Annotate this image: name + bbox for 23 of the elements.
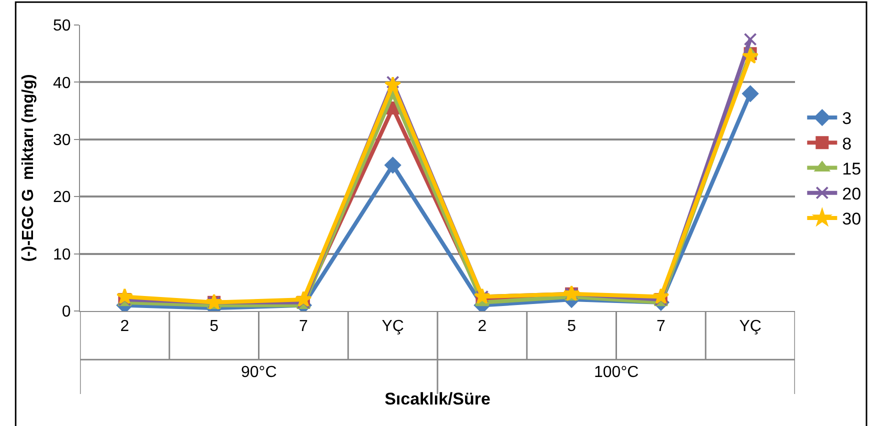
y-tick-label: 0 [62, 304, 71, 321]
text: 90°C [241, 364, 277, 381]
legend-label: 15 [842, 159, 862, 178]
y-axis-title: (-)-EGC G miktarı (mg/g) [20, 74, 37, 262]
y-tick-label: 30 [53, 132, 71, 149]
text: 100°C [594, 364, 639, 381]
x-tick-label: 2 [120, 318, 130, 336]
y-tick-label: 40 [53, 74, 71, 92]
x-tick-label: YÇ [382, 318, 404, 336]
y-tick-label: 50 [53, 18, 71, 35]
legend-label: 8 [842, 134, 852, 154]
legend-label: 20 [842, 184, 862, 204]
legend-label: 30 [842, 210, 862, 229]
x-tick-label: 2 [478, 318, 487, 336]
x-tick-label: YÇ [739, 318, 762, 336]
y-tick-label: 20 [53, 189, 71, 206]
x-tick-label: 5 [567, 318, 576, 336]
x-axis-title: Sıcaklık/Süre [384, 390, 490, 409]
x-tick-label: 7 [298, 318, 308, 336]
x-tick-label: 7 [656, 318, 666, 336]
legend-label: 3 [842, 109, 852, 128]
y-tick-label: 10 [53, 246, 71, 264]
x-tick-label: 5 [210, 318, 219, 336]
